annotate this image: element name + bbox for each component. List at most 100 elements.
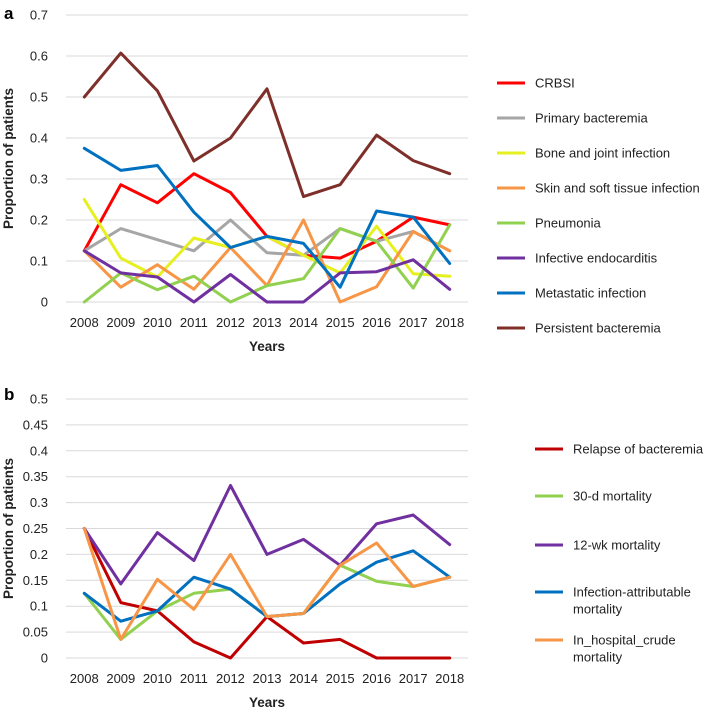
legend-item: CRBSI	[497, 76, 575, 91]
panel-label: b	[4, 385, 14, 404]
chart-panel-a: a 0 0.1 0.2 0.3 0.4 0.5 0.6 0.7 2008 2009 2010 2011 2…	[1, 4, 700, 354]
y-tick-label: 0.05	[23, 625, 48, 640]
series-line	[82, 484, 452, 586]
legend-item: Pneumonia	[497, 216, 602, 231]
legend-item: Infective endocarditis	[497, 251, 658, 266]
y-tick-label: 0.7	[30, 8, 48, 23]
y-tick-label: 0.2	[30, 213, 48, 228]
series-line	[82, 146, 452, 289]
x-tick-label: 2016	[362, 671, 391, 686]
legend-label: Skin and soft tissue infection	[535, 181, 700, 196]
x-tick-label: 2017	[399, 315, 428, 330]
legend-label-line: Primary bacteremia	[535, 111, 648, 126]
legend-item: In_hospital_crude mortality	[535, 633, 676, 665]
x-tick-label: 2010	[143, 315, 172, 330]
legend-label-line: mortality	[573, 650, 623, 665]
series-primary-bacteremia	[82, 218, 452, 257]
x-tick-label: 2016	[362, 315, 391, 330]
series-12-wk-mortality	[82, 484, 452, 586]
y-tick-label: 0.3	[30, 495, 48, 510]
legend-item: Persistent bacteremia	[497, 321, 661, 336]
series-infective-endocarditis	[82, 249, 452, 304]
x-tick-label: 2015	[326, 671, 355, 686]
legend-label: Metastatic infection	[535, 286, 646, 301]
y-tick-label: 0	[41, 651, 48, 666]
series-line	[82, 223, 452, 304]
series-in-hospital-crude-mortality	[82, 527, 452, 641]
legend-label: Relapse of bacteremia	[573, 442, 704, 457]
legend-label-line: In_hospital_crude	[573, 633, 676, 648]
x-tick-label: 2014	[289, 671, 318, 686]
legend-label: Pneumonia	[535, 216, 602, 231]
x-tick-label: 2018	[435, 671, 464, 686]
legend-label: Infection-attributable mortality	[573, 585, 691, 617]
series-30-d-mortality	[82, 563, 452, 641]
y-tick-label: 0.4	[30, 131, 48, 146]
series-metastatic-infection	[82, 146, 452, 289]
x-tick-label: 2015	[326, 315, 355, 330]
legend-item: Infection-attributable mortality	[535, 585, 691, 617]
legend-item: Metastatic infection	[497, 286, 646, 301]
legend-label-line: Pneumonia	[535, 216, 602, 231]
legend-label: Persistent bacteremia	[535, 321, 661, 336]
x-tick-label: 2014	[289, 315, 318, 330]
y-tick-label: 0.1	[30, 599, 48, 614]
y-tick-label: 0.35	[23, 469, 48, 484]
x-tick-label: 2010	[143, 671, 172, 686]
legend-label-line: 30-d mortality	[573, 489, 652, 504]
x-tick-label: 2011	[180, 315, 208, 330]
x-tick-label: 2009	[106, 315, 135, 330]
legend-item: 12-wk mortality	[535, 538, 661, 553]
y-axis-title: Proportion of patients	[1, 88, 16, 229]
legend-label-line: CRBSI	[535, 76, 575, 91]
legend-label: 12-wk mortality	[573, 538, 661, 553]
series-line	[82, 527, 452, 660]
x-tick-label: 2008	[70, 671, 99, 686]
legend-label: Primary bacteremia	[535, 111, 648, 126]
x-tick-label: 2017	[399, 671, 428, 686]
y-tick-label: 0.5	[30, 392, 48, 407]
y-tick-label: 0.5	[30, 90, 48, 105]
legend-label-line: Bone and joint infection	[535, 146, 670, 161]
x-tick-label: 2018	[435, 315, 464, 330]
x-tick-label: 2008	[70, 315, 99, 330]
legend-item: Primary bacteremia	[497, 111, 648, 126]
legend-label: Infective endocarditis	[535, 251, 658, 266]
y-tick-label: 0.3	[30, 172, 48, 187]
series-line	[82, 172, 452, 260]
panel-label: a	[4, 4, 14, 23]
y-tick-label: 0.25	[23, 521, 48, 536]
series-line	[82, 249, 452, 304]
legend-label-line: Infective endocarditis	[535, 251, 658, 266]
legend-label-line: Metastatic infection	[535, 286, 646, 301]
legend-item: Skin and soft tissue infection	[497, 181, 700, 196]
series-relapse-of-bacteremia	[82, 527, 452, 660]
x-tick-label: 2011	[180, 671, 208, 686]
legend-item: Bone and joint infection	[497, 146, 670, 161]
series-line	[82, 563, 452, 641]
legend-label-line: Persistent bacteremia	[535, 321, 661, 336]
legend-label-line: Relapse of bacteremia	[573, 442, 704, 457]
legend-label: In_hospital_crude mortality	[573, 633, 676, 665]
chart-panel-b: b 0 0.05 0.1 0.15 0.2 0.25 0.3 0.35 0.4 0.45 0.5 200…	[1, 385, 704, 708]
x-tick-label: 2012	[216, 671, 245, 686]
series-line	[82, 51, 452, 199]
x-axis-title: Years	[249, 695, 285, 708]
y-axis-title: Proportion of patients	[1, 458, 16, 599]
legend-label: Bone and joint infection	[535, 146, 670, 161]
series-pneumonia	[82, 223, 452, 304]
y-tick-label: 0.4	[30, 443, 48, 458]
x-axis-title: Years	[249, 339, 285, 354]
y-tick-label: 0.45	[23, 417, 48, 432]
y-tick-label: 0.6	[30, 49, 48, 64]
x-tick-label: 2009	[106, 671, 135, 686]
legend-label-line: mortality	[573, 602, 623, 617]
x-tick-label: 2012	[216, 315, 245, 330]
x-tick-label: 2013	[253, 671, 282, 686]
x-tick-label: 2013	[253, 315, 282, 330]
legend-label: 30-d mortality	[573, 489, 652, 504]
y-tick-label: 0.2	[30, 547, 48, 562]
legend-item: Relapse of bacteremia	[535, 442, 704, 457]
series-persistent-bacteremia	[82, 51, 452, 199]
